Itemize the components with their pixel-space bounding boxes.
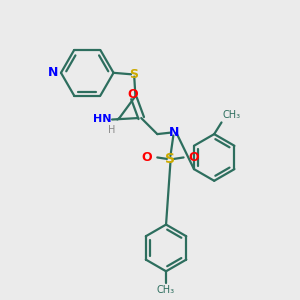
Text: O: O: [189, 151, 200, 164]
Text: H: H: [108, 125, 115, 135]
Text: CH₃: CH₃: [157, 285, 175, 295]
Text: CH₃: CH₃: [223, 110, 241, 120]
Text: N: N: [48, 66, 58, 79]
Text: S: S: [165, 152, 176, 166]
Text: HN: HN: [93, 114, 112, 124]
Text: N: N: [169, 126, 179, 139]
Text: O: O: [127, 88, 138, 101]
Text: S: S: [129, 68, 138, 81]
Text: O: O: [141, 151, 152, 164]
